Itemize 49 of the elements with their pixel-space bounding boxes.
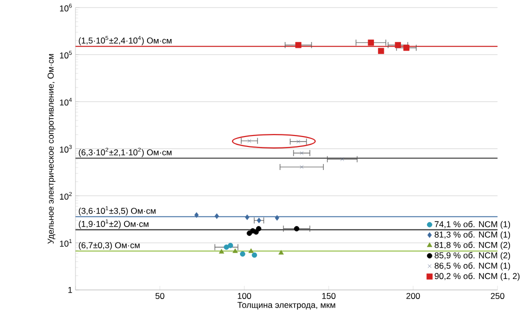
point xyxy=(378,48,384,54)
y-tick-label: 10$^{3}$ xyxy=(60,145,72,153)
point xyxy=(240,251,246,257)
point xyxy=(228,242,234,248)
point xyxy=(244,214,250,220)
x-tick-label: 50 xyxy=(155,293,164,300)
point xyxy=(252,252,258,258)
ref-line-label: (6,7±0,3) Ом·см xyxy=(78,242,140,250)
legend-label: 85,9 % об. NCM (2) xyxy=(434,252,510,260)
point xyxy=(296,140,300,144)
point xyxy=(248,248,254,254)
point xyxy=(294,226,300,232)
x-tick-label: 100 xyxy=(238,293,252,300)
point xyxy=(295,42,302,48)
y-tick-label: 10$^{5}$ xyxy=(60,50,72,59)
point xyxy=(300,165,304,169)
y-tick-label: 10$^{1}$ xyxy=(60,239,72,247)
x-tick-label: 150 xyxy=(322,293,336,300)
y-axis-title: Удельное электрическое сопротивление, Ом·см xyxy=(48,54,56,244)
y-tick-label: 10$^{2}$ xyxy=(60,192,72,200)
point xyxy=(274,215,280,221)
point xyxy=(278,250,284,255)
y-tick-label: 10$^{4}$ xyxy=(60,98,72,106)
ref-line-label: (1,9·10$^{1}$±2) Ом·см xyxy=(78,219,148,229)
point xyxy=(256,226,262,232)
legend-label: 86,5 % об. NCM (1) xyxy=(434,262,510,270)
ref-line-label: (3,6·10$^{1}$±3,5) Ом·см xyxy=(78,206,156,216)
legend-label: 74,1 % об. NCM (1) xyxy=(434,220,510,230)
ref-line-label: (6,3·10$^{2}$±2,1·10$^{2}$) Ом·см xyxy=(78,148,172,158)
legend-label: 81,8 % об. NCM (2) xyxy=(434,242,510,250)
point xyxy=(194,212,199,218)
point xyxy=(232,248,238,254)
point xyxy=(300,151,304,156)
point xyxy=(218,249,224,254)
x-axis-title: Толщина электрода, мкм xyxy=(237,302,336,310)
point xyxy=(248,139,252,143)
legend-label: 81,3 % об. NCM (1) xyxy=(434,231,510,240)
legend-label: 90,2 % об. NCM (1, 2) xyxy=(434,272,520,281)
x-tick-label: 200 xyxy=(406,293,420,300)
ref-line-label: (1,5·10$^{5}$±2,4·10$^{4}$) Ом·см xyxy=(78,36,172,46)
point xyxy=(224,244,230,250)
point xyxy=(403,44,410,51)
y-tick-label: 10$^{6}$ xyxy=(60,4,72,12)
point xyxy=(368,40,374,46)
point xyxy=(394,42,401,48)
y-tick-label: 1 xyxy=(68,287,72,293)
x-tick-label: 250 xyxy=(490,293,504,300)
point xyxy=(340,157,344,162)
point xyxy=(256,218,262,224)
